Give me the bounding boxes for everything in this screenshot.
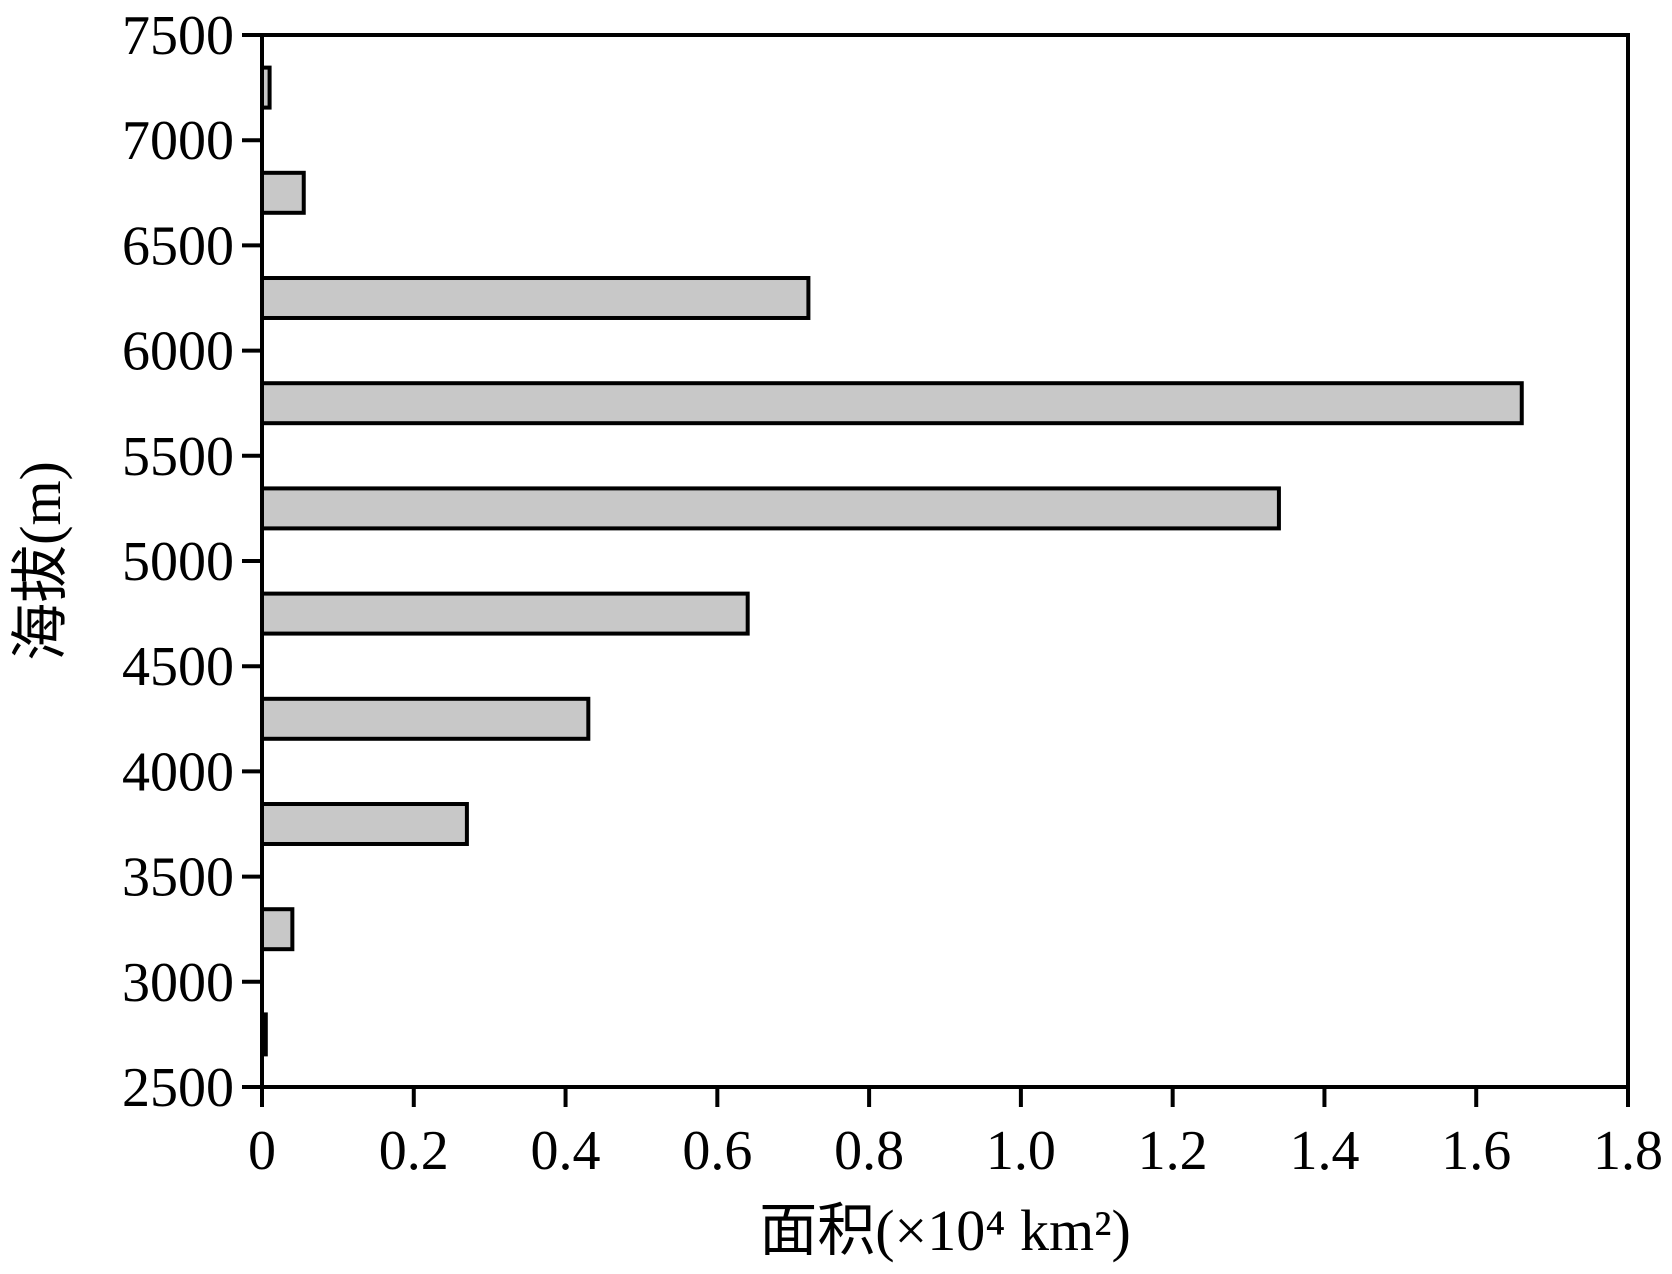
x-tick-label-9: 1.8: [1593, 1120, 1663, 1182]
bar-5: [260, 486, 1281, 531]
x-tick-label-1: 0.2: [379, 1120, 449, 1182]
bar-7: [260, 276, 811, 320]
y-tick-label-10: 7500: [122, 5, 234, 67]
x-tick-label-6: 1.2: [1138, 1120, 1208, 1182]
x-tick-label-7: 1.4: [1289, 1120, 1359, 1182]
x-tick-label-2: 0.4: [531, 1120, 601, 1182]
x-axis-title: 面积(×10⁴ km²): [759, 1198, 1131, 1263]
labels-layer: 2500 3000 3500 4000 4500 5000 5500 6000 6500 7000…: [8, 5, 1663, 1263]
x-tick-label-3: 0.6: [682, 1120, 752, 1182]
bar-6: [260, 381, 1524, 426]
y-tick-label-1: 3000: [122, 952, 234, 1014]
y-tick-label-5: 5000: [122, 531, 234, 593]
y-tick-label-3: 4000: [122, 741, 234, 803]
axes-layer: [242, 33, 1630, 1107]
y-tick-label-9: 7000: [122, 110, 234, 172]
plot-frame: [260, 33, 1630, 1089]
y-axis-title: 海拔(m): [8, 461, 73, 661]
bar-8: [260, 170, 306, 215]
x-tick-label-5: 1.0: [986, 1120, 1056, 1182]
x-tick-label-4: 0.8: [834, 1120, 904, 1182]
bar-2: [260, 802, 469, 846]
bar-1: [260, 907, 295, 952]
y-tick-label-2: 3500: [122, 847, 234, 909]
bar-4: [260, 591, 750, 636]
y-tick-label-7: 6000: [122, 321, 234, 383]
bar-3: [260, 696, 591, 741]
x-tick-label-8: 1.6: [1441, 1120, 1511, 1182]
y-tick-label-6: 5500: [122, 426, 234, 488]
bars-layer: [260, 65, 1524, 1057]
x-tick-label-0: 0: [248, 1120, 276, 1182]
y-tick-label-8: 6500: [122, 215, 234, 277]
y-tick-label-0: 2500: [122, 1057, 234, 1119]
y-tick-label-4: 4500: [122, 636, 234, 698]
